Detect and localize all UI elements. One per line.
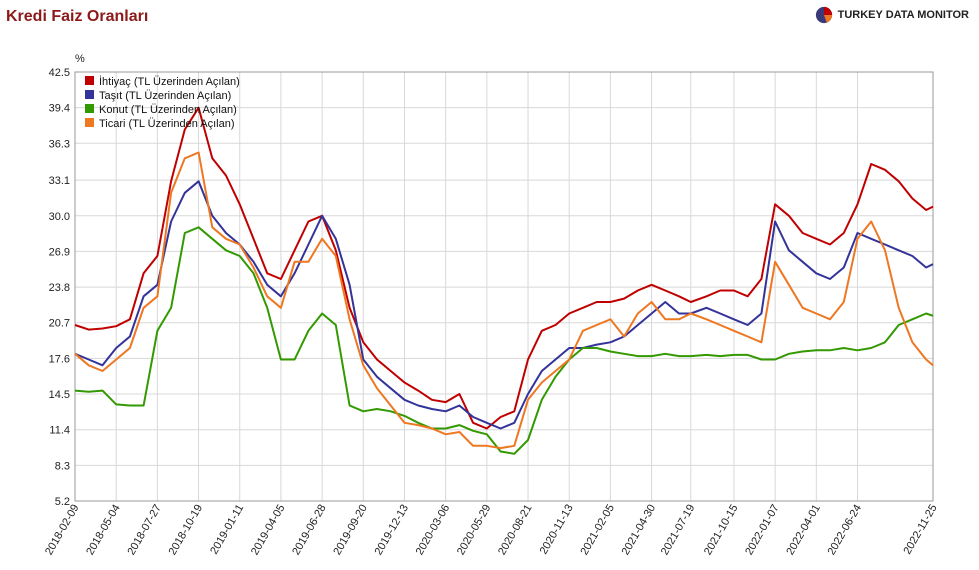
x-tick-label: 2018-07-27 [125,503,164,558]
brand-logo[interactable]: TURKEY DATA MONITOR [815,6,969,24]
legend-swatch [85,76,94,85]
x-tick-label: 2018-05-04 [84,503,123,558]
y-tick-label: 39.4 [49,103,70,115]
x-tick-label: 2020-03-06 [414,503,453,558]
x-tick-label: 2022-11-25 [901,503,939,557]
y-tick-label: 42.5 [49,67,70,79]
legend-label: İhtiyaç (TL Üzerinden Açılan) [99,75,240,88]
legend-label: Taşıt (TL Üzerinden Açılan) [99,90,231,102]
series-line [74,180,934,430]
legend-swatch [85,104,94,113]
y-tick-label: 23.8 [49,282,70,294]
x-tick-label: 2022-01-07 [743,503,782,558]
x-tick-label: 2021-04-30 [620,503,659,558]
y-tick-label: 33.1 [49,175,70,187]
y-axis-unit: % [75,53,85,65]
y-tick-label: 17.6 [49,353,70,365]
chart-title: Kredi Faiz Oranları [6,8,149,25]
x-tick-label: 2020-11-13 [538,503,576,557]
y-tick-label: 8.3 [55,460,70,472]
x-tick-label: 2021-02-05 [578,503,617,558]
series-line [74,106,934,430]
pie-logo-icon [815,6,832,24]
x-tick-label: 2021-10-15 [702,503,741,558]
brand-name: TURKEY DATA MONITOR [837,9,969,21]
y-tick-label: 11.4 [49,425,70,437]
y-tick-label: 20.7 [49,318,70,330]
series-line [74,151,934,450]
x-tick-label: 2020-05-29 [455,502,494,557]
x-tick-label: 2019-04-05 [249,503,288,558]
y-tick-label: 26.9 [49,246,70,258]
x-tick-label: 2021-07-19 [659,503,698,558]
legend-swatch [85,90,94,99]
plot-frame [74,71,934,502]
legend-label: Ticari (TL Üzerinden Açılan) [99,118,235,130]
y-tick-label: 14.5 [49,389,70,401]
x-tick-label: 2019-12-13 [373,503,412,558]
x-tick-label: 2018-02-09 [43,503,82,558]
y-tick-label: 30.0 [49,211,70,223]
y-tick-label: 36.3 [49,138,70,150]
legend-swatch [85,118,94,127]
x-tick-label: 2022-04-01 [784,503,823,558]
series-line [74,226,934,455]
x-tick-label: 2020-08-21 [496,503,535,558]
x-tick-label: 2019-09-20 [331,503,370,558]
x-tick-label: 2019-01-11 [208,503,246,557]
x-tick-label: 2019-06-28 [290,503,329,558]
x-tick-label: 2022-06-24 [826,503,865,558]
x-tick-label: 2018-10-19 [167,503,206,558]
y-tick-label: 5.2 [55,496,70,508]
legend-label: Konut (TL Üzerinden Açılan) [99,104,237,116]
